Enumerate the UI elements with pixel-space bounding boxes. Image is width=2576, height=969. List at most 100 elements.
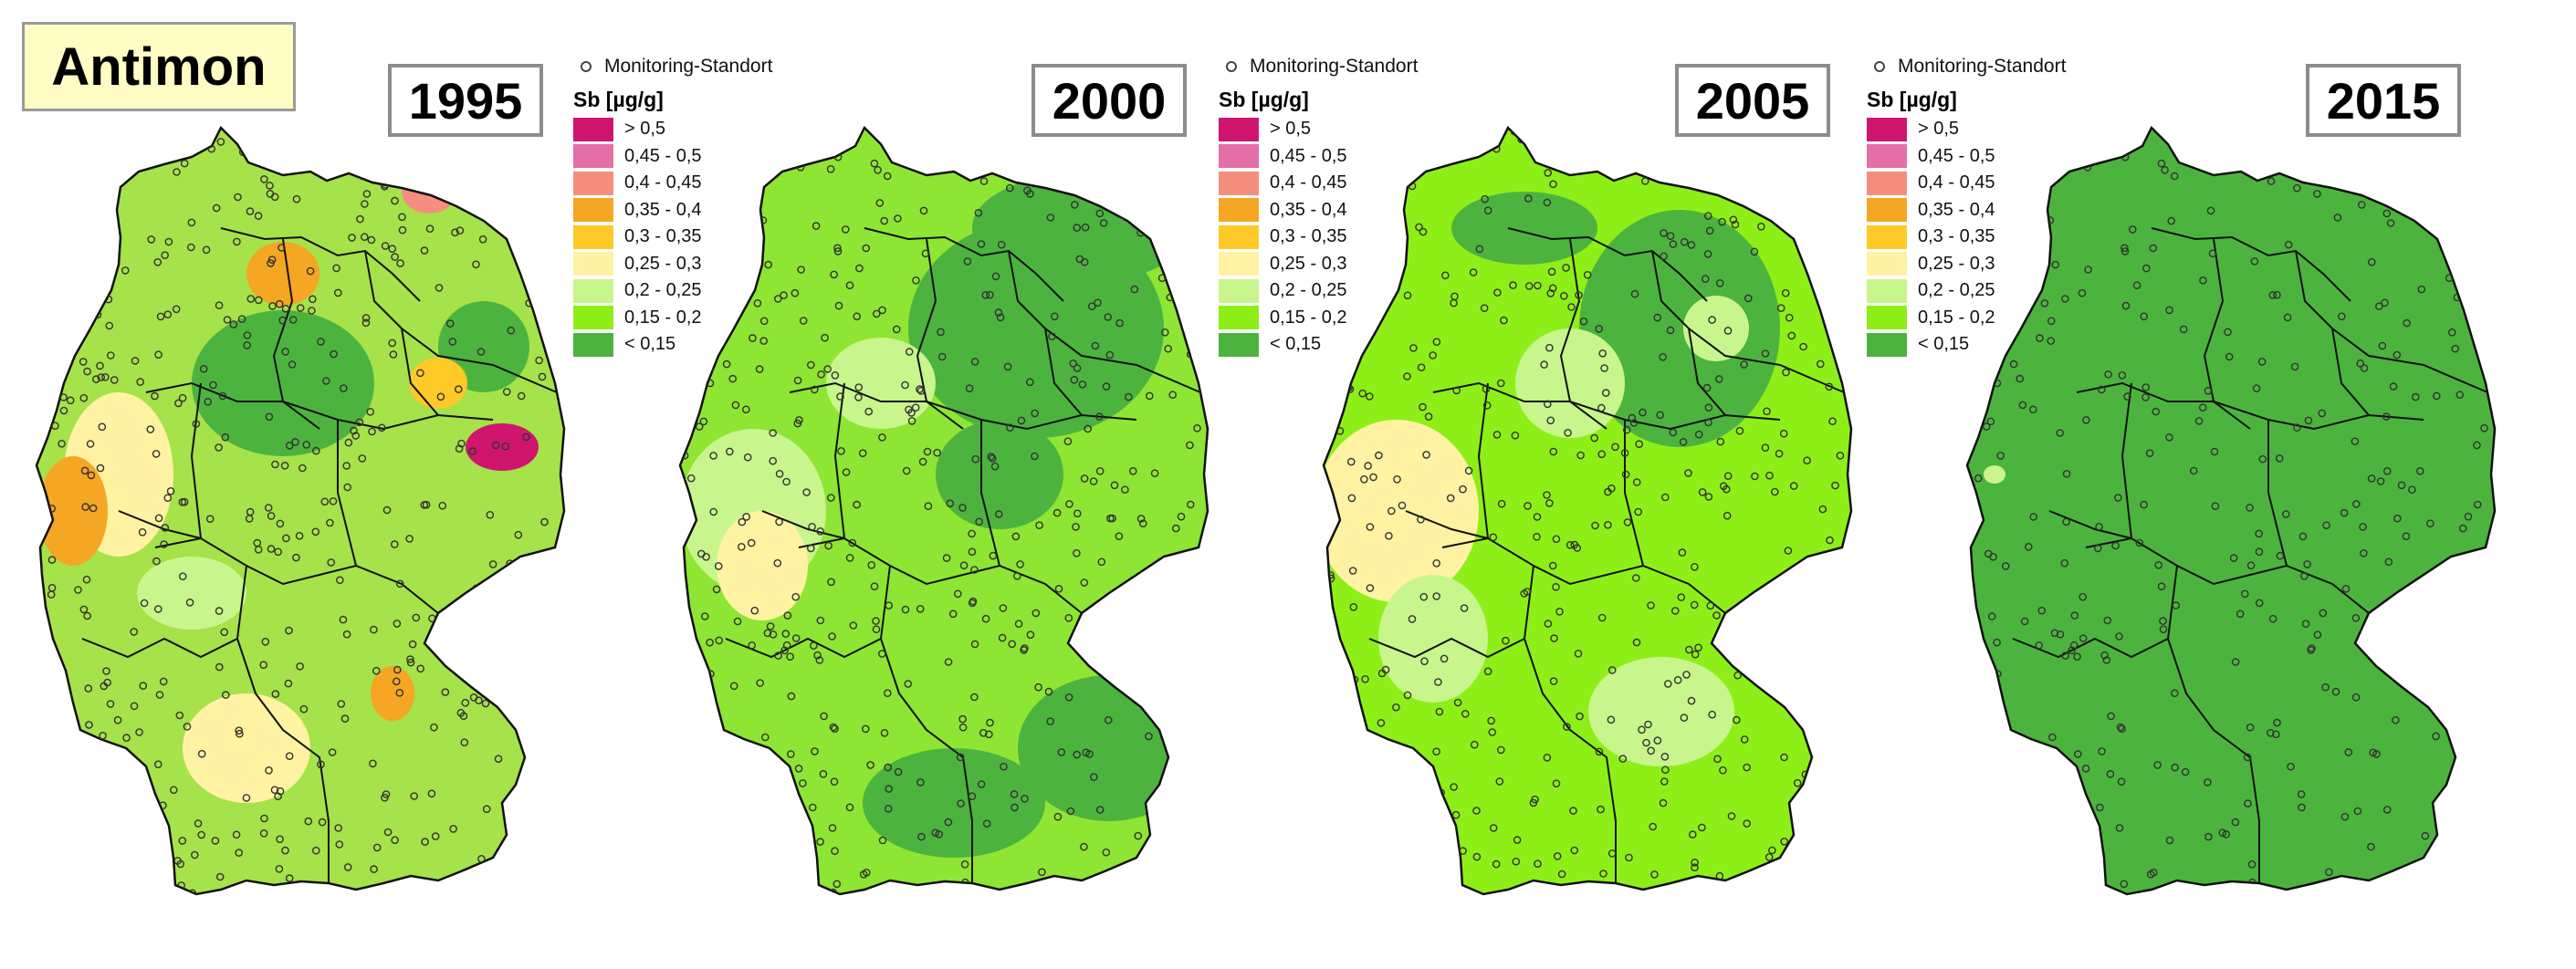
monitoring-site-marker [361, 200, 369, 208]
monitoring-site-marker [1967, 878, 1973, 886]
monitoring-site-marker [1407, 797, 1415, 805]
monitoring-site-marker [1583, 883, 1591, 892]
monitoring-site-marker [1789, 482, 1798, 490]
monitoring-site-marker [1417, 516, 1425, 524]
map-panel-2005: 2005 [1287, 0, 1931, 969]
monitoring-site-marker [1673, 676, 1682, 684]
monitoring-site-marker [1489, 824, 1498, 832]
monitoring-site-marker [448, 338, 457, 346]
monitoring-site-marker [986, 290, 994, 299]
monitoring-site-marker [288, 316, 298, 324]
monitoring-site-marker [1102, 382, 1111, 391]
monitoring-site-marker [1178, 231, 1187, 240]
monitoring-site-marker [163, 310, 173, 319]
monitoring-site-marker [2369, 748, 2378, 757]
monitoring-site-marker [317, 338, 325, 346]
monitoring-site-marker [1660, 777, 1669, 786]
monitoring-site-marker [105, 321, 114, 330]
monitoring-site-marker [1780, 695, 1789, 703]
monitoring-site-marker [39, 311, 48, 320]
monitoring-site-marker [1986, 417, 1995, 426]
legend-class-label: 0,4 - 0,45 [1918, 172, 1995, 193]
monitoring-site-marker [2247, 860, 2257, 869]
monitoring-site-marker [712, 585, 721, 594]
monitoring-site-marker [763, 629, 772, 638]
monitoring-site-marker [85, 721, 93, 729]
monitoring-site-marker [1095, 209, 1105, 218]
monitoring-site-marker [37, 703, 46, 712]
monitoring-site-marker [1181, 553, 1190, 562]
monitoring-site-marker [405, 535, 414, 543]
monitoring-site-marker [854, 393, 863, 401]
monitoring-site-marker [2382, 467, 2392, 475]
monitoring-site-marker [512, 643, 521, 651]
monitoring-site-marker [1761, 349, 1770, 358]
monitoring-site-marker [295, 532, 304, 540]
monitoring-site-marker [1806, 669, 1815, 678]
monitoring-site-marker [1440, 654, 1449, 663]
monitoring-site-marker [2464, 512, 2473, 521]
monitoring-site-marker [488, 560, 497, 568]
monitoring-site-marker [994, 510, 1003, 518]
monitoring-site-marker [1740, 360, 1748, 369]
monitoring-site-marker [901, 605, 910, 614]
state-border [2203, 238, 2251, 430]
monitoring-site-marker [1967, 719, 1974, 727]
monitoring-site-marker [51, 422, 59, 431]
legend-class-row: 0,45 - 0,5 [1867, 143, 2122, 171]
monitoring-site-marker [367, 235, 376, 245]
state-border [789, 381, 1137, 431]
monitoring-site-marker [110, 376, 119, 384]
monitoring-site-marker [76, 234, 84, 243]
monitoring-site-marker [304, 817, 313, 826]
monitoring-site-marker [1483, 667, 1492, 676]
monitoring-site-marker [350, 426, 358, 435]
monitoring-site-marker [1595, 325, 1604, 333]
monitoring-site-marker [969, 597, 978, 606]
monitoring-site-marker [1045, 169, 1054, 177]
monitoring-site-marker [956, 753, 965, 762]
monitoring-site-marker [160, 540, 168, 548]
monitoring-site-marker [2313, 190, 2321, 198]
monitoring-site-marker [1110, 481, 1119, 490]
monitoring-site-marker [811, 747, 819, 755]
monitoring-site-marker [369, 759, 377, 768]
legend-class-row: 0,2 - 0,25 [1219, 277, 1474, 305]
monitoring-site-marker [1563, 723, 1571, 731]
monitoring-site-marker [1105, 350, 1115, 359]
monitoring-site-marker [1360, 475, 1368, 484]
monitoring-site-marker [797, 266, 805, 274]
map-group [35, 125, 566, 896]
monitoring-site-marker [697, 549, 706, 558]
year-label: 2015 [2326, 71, 2441, 130]
monitoring-site-marker [491, 441, 500, 450]
monitoring-site-marker [2243, 753, 2252, 762]
monitoring-site-marker [243, 331, 252, 339]
year-label-box: 2000 [1031, 64, 1187, 137]
monitoring-site-marker [923, 447, 932, 456]
monitoring-site-marker [308, 307, 316, 315]
legend-class-label: 0,2 - 0,25 [1918, 280, 1995, 301]
monitoring-site-marker [83, 367, 91, 376]
monitoring-site-marker [343, 863, 352, 871]
monitoring-site-marker [377, 423, 386, 432]
monitoring-site-marker [1159, 810, 1168, 819]
monitoring-site-marker [161, 251, 169, 260]
monitoring-site-marker [1659, 169, 1667, 178]
monitoring-site-marker [147, 235, 155, 244]
monitoring-site-marker [291, 438, 299, 446]
monitoring-site-marker [1750, 247, 1759, 256]
monitoring-site-marker [894, 767, 903, 776]
state-border [761, 510, 845, 539]
monitoring-site-marker [1743, 819, 1752, 828]
monitoring-site-marker [507, 326, 516, 335]
concentration-patch [717, 511, 808, 620]
monitoring-site-marker [190, 850, 199, 860]
monitoring-site-marker [502, 850, 510, 859]
monitoring-site-marker [1775, 449, 1784, 458]
monitoring-site-marker [306, 266, 315, 276]
monitoring-site-marker [512, 653, 520, 662]
monitoring-site-marker [970, 358, 979, 366]
monitoring-site-marker [37, 469, 41, 477]
monitoring-site-marker [131, 862, 141, 870]
